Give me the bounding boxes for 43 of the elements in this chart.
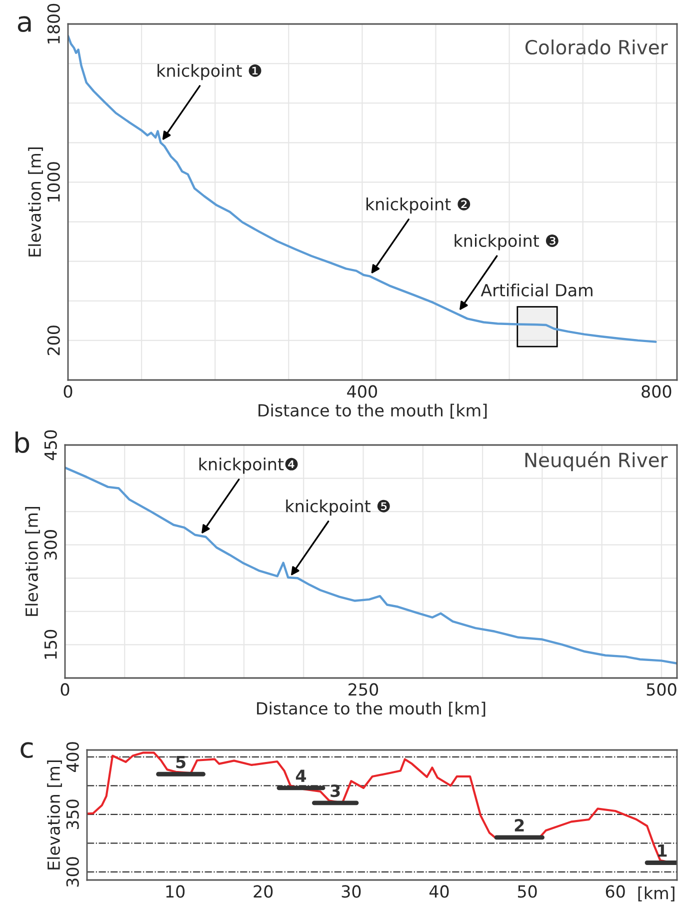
series-label: 3: [330, 784, 340, 798]
y-tick-label: 150: [44, 630, 57, 659]
text: a: [18, 16, 31, 32]
text: b: [16, 432, 30, 454]
series-label: 2: [514, 819, 524, 832]
y-tick-label: 300: [44, 530, 57, 560]
y-tick-label: 350: [66, 800, 79, 830]
y-tick-label: 400: [66, 742, 79, 772]
annotation: knickpoint ❺: [286, 500, 390, 516]
chart-title: Neuquén River: [525, 452, 668, 472]
annotation: knickpoint ❶: [158, 64, 262, 80]
x-tick-label: 20: [254, 885, 273, 898]
annotation: knickpoint ❸: [454, 234, 558, 250]
y-axis-title: Elevation [m]: [28, 147, 43, 256]
annotation: knickpoint❹: [199, 458, 298, 474]
text: c: [20, 742, 33, 758]
y-tick-label: 1000: [47, 162, 60, 202]
x-tick-label: 10: [166, 885, 185, 898]
x-tick-label: 500: [646, 683, 676, 696]
x-tick-label: 0: [60, 683, 70, 696]
x-axis-title: Distance to the mouth [km]: [257, 702, 486, 717]
x-tick-label: 0: [64, 385, 72, 398]
y-axis-title: Elevation [m]: [47, 760, 62, 870]
x-tick-label: 400: [347, 385, 377, 398]
y-tick-label: 1800: [47, 4, 60, 44]
x-axis-title: [km]: [638, 886, 674, 902]
x-tick-label: 50: [518, 885, 537, 898]
band-label: Artificial Dam: [480, 284, 592, 296]
y-axis-title: Elevation [m]: [25, 506, 40, 616]
series-label: 1: [658, 844, 667, 857]
series-label: 4: [296, 770, 306, 782]
x-tick-label: 250: [348, 683, 378, 696]
x-tick-label: 40: [429, 885, 449, 898]
x-tick-label: 800: [642, 385, 672, 398]
x-axis-title: Distance to the mouth [km]: [258, 404, 487, 419]
series-label: 5: [176, 756, 186, 768]
annotation: knickpoint ❷: [366, 198, 470, 214]
y-tick-label: 200: [47, 326, 60, 356]
x-tick-label: 60: [606, 885, 625, 898]
x-tick-label: 30: [342, 885, 361, 898]
text: Colorado River: [525, 40, 668, 55]
y-tick-label: 300: [66, 857, 79, 887]
y-tick-label: 450: [44, 430, 57, 460]
